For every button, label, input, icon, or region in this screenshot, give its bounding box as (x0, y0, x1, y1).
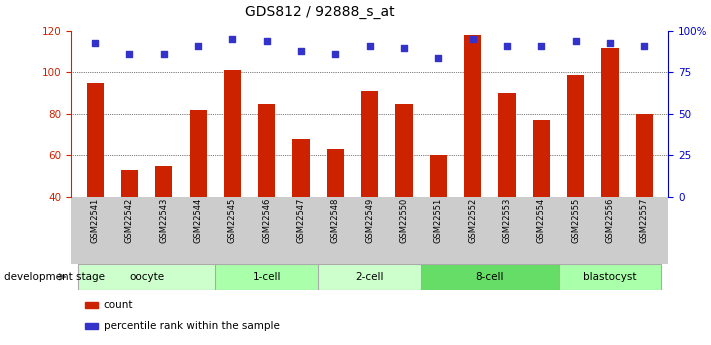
Bar (87, 83, 104, 197)
Bar (498, 93, 515, 197)
Bar (559, 264, 661, 290)
Point (398, 45, 410, 50)
Bar (533, 120, 550, 197)
Bar (78, 264, 215, 290)
Point (638, 43, 650, 49)
Point (295, 48, 306, 54)
Bar (327, 149, 344, 197)
Bar (421, 264, 559, 290)
Bar (361, 91, 378, 197)
Point (90, 40, 101, 46)
Point (433, 55, 444, 60)
Point (330, 51, 341, 57)
Point (364, 43, 375, 49)
Bar (464, 35, 481, 197)
Bar (292, 139, 310, 197)
Point (124, 51, 135, 57)
Bar (215, 264, 319, 290)
Point (501, 43, 513, 49)
Bar (224, 70, 241, 197)
Text: 1-cell: 1-cell (252, 272, 281, 282)
Bar (121, 170, 138, 197)
Bar (155, 166, 172, 197)
Text: oocyte: oocyte (129, 272, 164, 282)
Point (227, 37, 238, 42)
Text: GDS812 / 92888_s_at: GDS812 / 92888_s_at (245, 5, 395, 19)
Point (604, 40, 616, 46)
Bar (258, 104, 275, 197)
Point (570, 38, 582, 44)
Point (193, 43, 204, 49)
Bar (395, 104, 412, 197)
Text: development stage: development stage (4, 272, 105, 282)
Text: blastocyst: blastocyst (583, 272, 637, 282)
Bar (567, 75, 584, 197)
Bar (429, 155, 447, 197)
Point (467, 37, 479, 42)
Bar (636, 114, 653, 197)
Text: 8-cell: 8-cell (476, 272, 504, 282)
Text: 2-cell: 2-cell (356, 272, 384, 282)
Point (261, 38, 272, 44)
Text: percentile rank within the sample: percentile rank within the sample (104, 321, 279, 331)
Point (535, 43, 547, 49)
Bar (319, 264, 421, 290)
Bar (190, 110, 207, 197)
Point (158, 51, 169, 57)
Text: count: count (104, 300, 133, 310)
Bar (602, 48, 619, 197)
